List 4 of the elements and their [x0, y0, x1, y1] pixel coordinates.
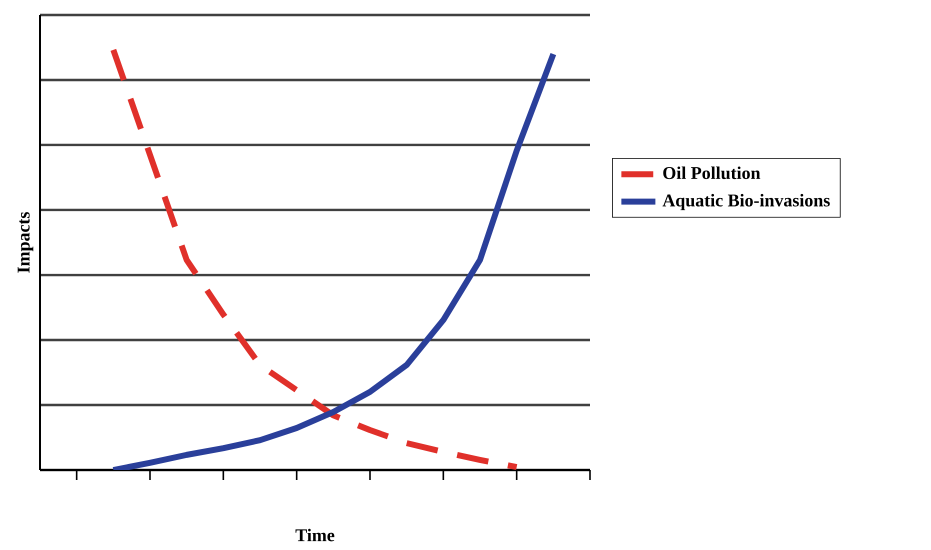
y-axis-title: Impacts [18, 212, 34, 273]
x-axis-title: Time [296, 528, 334, 542]
legend-label: Oil Pollution [663, 166, 760, 180]
legend-label: Aquatic Bio-invasions [662, 194, 830, 210]
